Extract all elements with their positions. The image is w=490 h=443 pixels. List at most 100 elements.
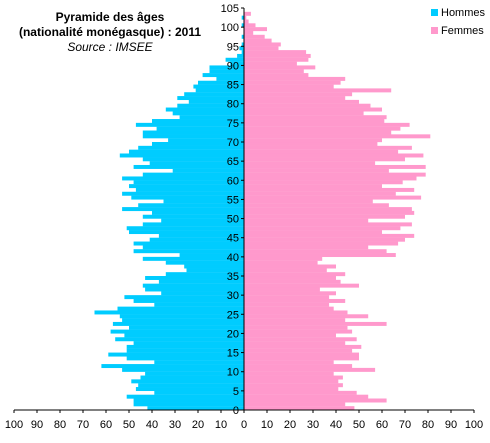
bar-hommes-age-97 — [241, 34, 244, 39]
bar-hommes-age-25 — [94, 310, 244, 315]
x-tick-label: 80 — [422, 419, 434, 431]
bar-hommes-age-53 — [138, 203, 244, 208]
axes — [13, 7, 475, 413]
bar-hommes-age-40 — [179, 253, 244, 258]
x-tick-label: 40 — [146, 419, 158, 431]
bar-femmes-age-74 — [244, 122, 410, 127]
bar-femmes-age-3 — [244, 394, 369, 399]
legend-label-hommes: Hommes — [441, 7, 486, 19]
x-tick-label: 100 — [465, 419, 483, 431]
bar-femmes-age-20 — [244, 329, 353, 334]
bar-femmes-age-88 — [244, 69, 304, 74]
bar-hommes-age-24 — [119, 314, 244, 319]
y-tick-label: 95 — [227, 41, 239, 53]
bar-femmes-age-70 — [244, 138, 382, 143]
bar-femmes-age-98 — [244, 30, 254, 35]
y-tick-label: 75 — [227, 118, 239, 130]
bar-hommes-age-87 — [202, 73, 244, 78]
x-tick-label: 60 — [376, 419, 388, 431]
bar-femmes-age-28 — [244, 298, 346, 303]
bar-femmes-age-12 — [244, 360, 334, 365]
bar-hommes-age-32 — [142, 283, 244, 288]
bar-hommes-age-74 — [135, 122, 244, 127]
bar-hommes-age-48 — [142, 222, 244, 227]
y-tick-label: 20 — [227, 328, 239, 340]
bar-hommes-age-58 — [129, 184, 244, 189]
bar-hommes-age-72 — [142, 130, 244, 135]
bar-hommes-age-62 — [172, 168, 244, 173]
bar-femmes-age-13 — [244, 356, 359, 361]
bar-femmes-age-36 — [244, 268, 327, 273]
bar-femmes-age-33 — [244, 279, 341, 284]
x-tick-label: 90 — [31, 419, 43, 431]
bar-femmes-age-46 — [244, 230, 382, 235]
bar-femmes-age-75 — [244, 119, 385, 124]
bar-hommes-age-27 — [154, 302, 244, 307]
bar-hommes-age-82 — [184, 92, 244, 97]
bar-hommes-age-22 — [112, 321, 245, 326]
bar-femmes-age-1 — [244, 402, 346, 407]
bar-hommes-age-56 — [122, 191, 244, 196]
bar-hommes-age-73 — [156, 126, 244, 131]
bar-hommes-age-65 — [142, 157, 244, 162]
bar-hommes-age-15 — [126, 348, 244, 353]
bar-femmes-age-93 — [244, 50, 307, 55]
bar-femmes-age-22 — [244, 321, 387, 326]
bar-hommes-age-67 — [129, 149, 244, 154]
bar-hommes-age-7 — [131, 379, 244, 384]
x-tick-label: 90 — [445, 419, 457, 431]
bar-hommes-age-31 — [145, 287, 244, 292]
bar-femmes-age-57 — [244, 187, 415, 192]
bar-femmes-age-21 — [244, 325, 348, 330]
bar-femmes-age-86 — [244, 76, 346, 81]
bar-hommes-age-64 — [149, 161, 244, 166]
bar-femmes-age-90 — [244, 61, 297, 66]
bar-hommes-age-52 — [122, 207, 244, 212]
x-tick-label: 10 — [261, 419, 273, 431]
bar-hommes-age-100 — [241, 23, 244, 28]
bar-femmes-age-81 — [244, 96, 346, 101]
x-tick-label: 50 — [123, 419, 135, 431]
legend-swatch-femmes — [431, 27, 438, 34]
bar-hommes-age-37 — [184, 264, 244, 269]
bar-hommes-age-29 — [124, 295, 244, 300]
y-tick-label: 50 — [227, 214, 239, 226]
y-tick-label: 65 — [227, 156, 239, 168]
bar-hommes-age-84 — [193, 84, 244, 89]
bar-femmes-age-71 — [244, 134, 431, 139]
bar-hommes-age-36 — [186, 268, 244, 273]
bar-femmes-age-45 — [244, 233, 415, 238]
bar-hommes-age-51 — [152, 210, 244, 215]
bar-hommes-age-86 — [216, 76, 244, 81]
bar-femmes-age-14 — [244, 352, 359, 357]
bar-femmes-age-35 — [244, 272, 346, 277]
hommes-series — [94, 15, 245, 411]
y-tick-label: 0 — [233, 405, 239, 417]
bar-femmes-age-63 — [244, 164, 426, 169]
x-tick-label: 80 — [54, 419, 66, 431]
bar-femmes-age-43 — [244, 241, 399, 246]
bar-hommes-age-77 — [172, 111, 244, 116]
bar-femmes-age-42 — [244, 245, 369, 250]
bar-femmes-age-48 — [244, 222, 412, 227]
bar-hommes-age-92 — [237, 53, 244, 58]
legend: Hommes Femmes — [431, 7, 486, 37]
bar-femmes-age-91 — [244, 57, 309, 62]
bar-femmes-age-92 — [244, 53, 311, 58]
bar-hommes-age-14 — [108, 352, 244, 357]
bar-femmes-age-77 — [244, 111, 364, 116]
bar-hommes-age-59 — [133, 180, 244, 185]
bar-hommes-age-12 — [154, 360, 244, 365]
bar-femmes-age-80 — [244, 99, 359, 104]
bar-hommes-age-8 — [140, 375, 244, 380]
x-tick-label: 50 — [353, 419, 365, 431]
bar-hommes-age-63 — [133, 164, 244, 169]
x-tick-label: 30 — [307, 419, 319, 431]
bar-hommes-age-79 — [177, 103, 244, 108]
legend-swatch-hommes — [431, 9, 438, 16]
bar-femmes-age-9 — [244, 371, 334, 376]
bar-femmes-age-38 — [244, 260, 318, 265]
bar-femmes-age-82 — [244, 92, 353, 97]
bar-hommes-age-9 — [145, 371, 244, 376]
